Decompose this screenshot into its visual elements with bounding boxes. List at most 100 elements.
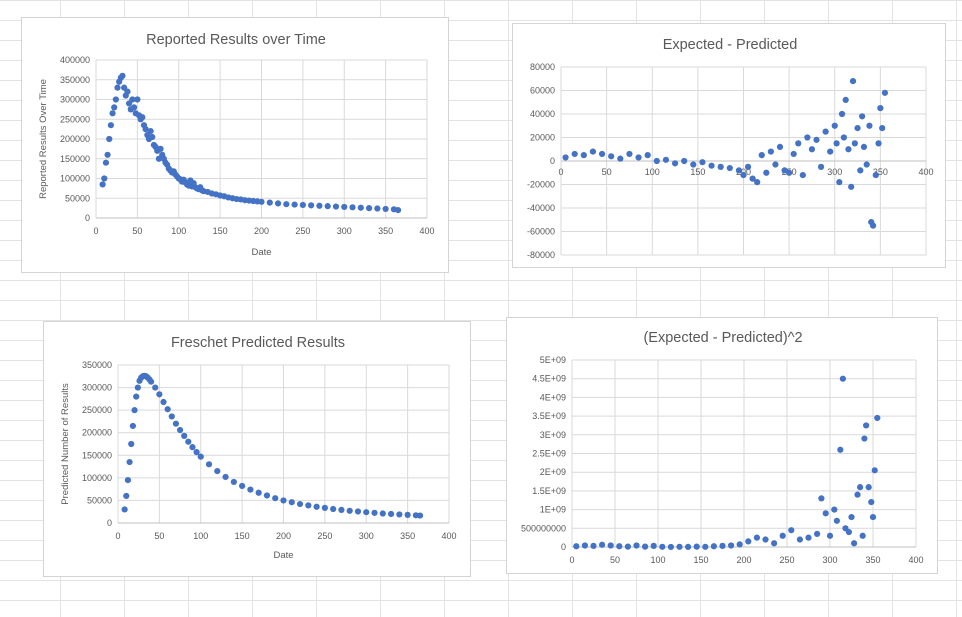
x-tick-label: 100	[193, 531, 208, 541]
y-tick-label: 5E+09	[540, 355, 566, 365]
data-point	[805, 534, 812, 541]
data-point	[881, 89, 889, 96]
chart-title: Reported Results over Time	[146, 32, 326, 48]
data-point	[263, 492, 271, 499]
data-point	[274, 200, 282, 207]
y-tick-label: 20000	[530, 133, 555, 143]
data-point	[193, 449, 200, 456]
data-point	[804, 134, 811, 141]
data-point	[416, 512, 424, 519]
data-point	[379, 510, 386, 517]
reported-results-chart: 0500001000001500002000002500003000003500…	[38, 32, 435, 258]
y-axis-label: Predicted Number of Results	[60, 383, 71, 505]
data-point	[854, 491, 861, 498]
x-tick-label: 300	[827, 167, 842, 177]
data-point	[827, 148, 834, 155]
y-tick-label: 1.5E+09	[532, 486, 566, 496]
data-point	[181, 432, 188, 439]
data-point	[818, 495, 825, 502]
expected-minus-predicted-chart: -80000-60000-40000-200000200004000060000…	[527, 37, 934, 260]
y-axis-label: Reported Results Over Time	[38, 79, 49, 199]
data-point	[875, 140, 882, 147]
data-point	[131, 407, 138, 414]
data-point	[699, 159, 706, 166]
data-point	[168, 413, 175, 420]
data-point	[719, 542, 726, 549]
data-point	[239, 482, 246, 490]
x-tick-label: 150	[235, 531, 250, 541]
data-point	[662, 156, 670, 163]
data-point	[861, 435, 868, 442]
chart-card-predicted: 0 50000 100000 150000 200000 250000 300000 3500…	[43, 321, 471, 577]
data-point	[795, 140, 802, 147]
data-point	[590, 542, 597, 549]
y-tick-label: 400000	[60, 55, 90, 65]
data-point	[222, 473, 229, 481]
data-point	[114, 84, 121, 91]
data-point	[822, 510, 829, 517]
x-tick-label: 0	[569, 555, 574, 565]
data-point	[644, 152, 651, 159]
x-tick-label: 400	[918, 167, 933, 177]
data-point	[826, 532, 834, 539]
data-point	[871, 467, 878, 474]
x-tick-label: 350	[378, 226, 393, 236]
data-point	[863, 422, 870, 429]
y-tick-label: 3.5E+09	[532, 411, 566, 421]
data-point	[128, 440, 135, 448]
x-tick-label: 250	[779, 555, 794, 565]
data-point	[107, 122, 114, 129]
data-point	[762, 536, 769, 543]
data-point	[363, 509, 370, 516]
data-point	[280, 497, 287, 504]
data-point	[702, 543, 709, 550]
data-point	[874, 414, 881, 422]
x-tick-label: 150	[693, 555, 708, 565]
data-point	[710, 543, 717, 550]
y-tick-label: 250000	[82, 405, 112, 415]
data-point	[781, 167, 788, 174]
data-point	[365, 205, 373, 212]
data-point	[822, 128, 829, 135]
data-point	[157, 145, 164, 152]
data-point	[726, 164, 733, 172]
x-tick-label: 350	[873, 167, 888, 177]
data-point	[842, 96, 849, 103]
x-tick-label: 350	[865, 555, 880, 565]
data-point	[589, 148, 597, 155]
y-tick-label: 150000	[60, 154, 90, 164]
data-point	[106, 135, 113, 143]
x-tick-label: 100	[650, 555, 665, 565]
y-tick-label: -60000	[527, 227, 555, 237]
data-point	[571, 150, 578, 158]
data-point	[147, 128, 154, 135]
x-tick-label: 0	[558, 167, 563, 177]
y-tick-label: -20000	[527, 180, 555, 190]
data-point	[283, 201, 290, 208]
data-point	[813, 136, 820, 143]
data-point	[291, 201, 298, 208]
y-tick-label: 0	[85, 213, 90, 223]
data-point	[848, 513, 855, 521]
data-point	[126, 458, 133, 466]
data-point	[868, 499, 875, 506]
data-point	[142, 126, 149, 133]
data-point	[357, 204, 364, 211]
data-point	[653, 157, 660, 165]
data-point	[767, 148, 774, 155]
data-point	[134, 96, 141, 103]
data-point	[148, 378, 155, 385]
data-point	[624, 543, 631, 550]
data-point	[831, 506, 838, 513]
data-point	[667, 543, 674, 551]
squared-error-chart: 0 500000000 1E+09 1.5E+09 2E+09 2.5E+09 3E+09 3…	[521, 330, 924, 565]
data-point	[790, 150, 797, 158]
x-tick-label: 300	[337, 226, 352, 236]
predicted-results-chart: 0500001000001500002000002500003000003500…	[60, 335, 457, 561]
data-point	[164, 406, 171, 413]
data-point	[771, 540, 778, 547]
data-point	[839, 375, 846, 382]
data-point	[255, 489, 262, 496]
y-tick-label: 300000	[82, 383, 112, 393]
data-point	[308, 202, 315, 209]
